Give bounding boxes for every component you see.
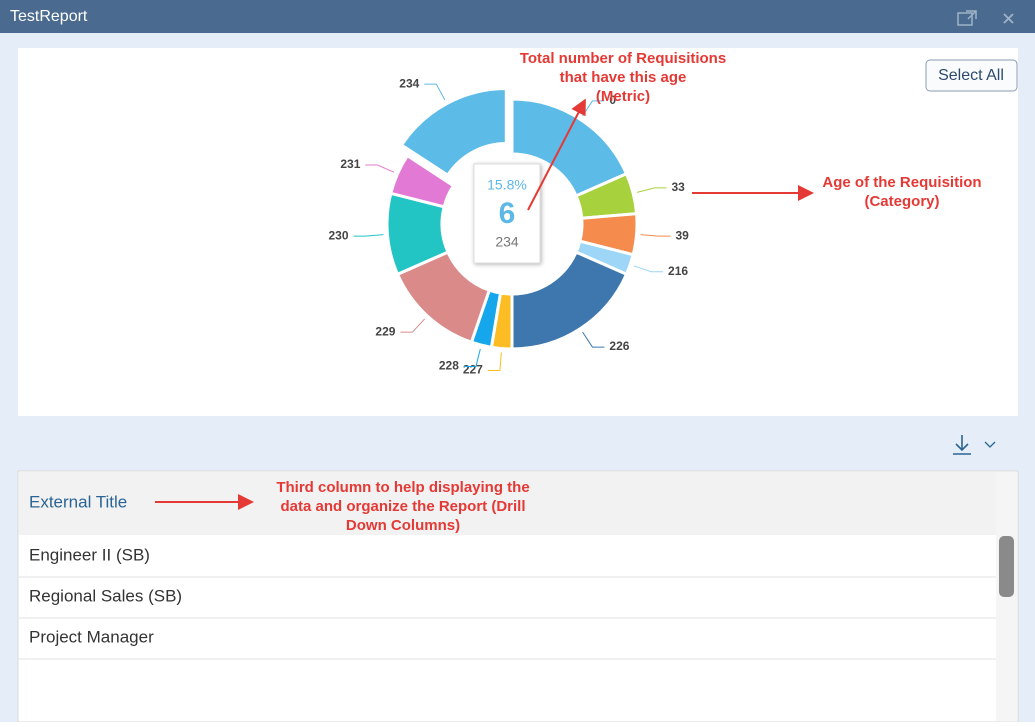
leader-line [365, 164, 395, 173]
row-cell: Project Manager [29, 627, 154, 646]
tooltip-percent: 15.8% [487, 177, 527, 193]
donut-slice [399, 86, 508, 178]
close-icon[interactable] [1003, 13, 1014, 24]
table-rows: Engineer II (SB) Regional Sales (SB) Proje… [19, 545, 996, 660]
scrollbar-thumb[interactable] [999, 536, 1014, 597]
row-cell: Regional Sales (SB) [29, 586, 182, 605]
slice-label: 0 [609, 93, 616, 107]
leader-line [424, 83, 446, 101]
annotation-line: data and organize the Report (Drill [280, 498, 525, 515]
leader-line [640, 234, 671, 237]
tooltip [473, 163, 541, 264]
slice-label: 226 [609, 339, 629, 353]
annotation-line: Total number of Requisitions [520, 50, 726, 67]
slice-label: 39 [675, 228, 689, 242]
annotation-category: Age of the Requisition (Category) [692, 174, 982, 210]
popout-icon[interactable] [957, 10, 977, 26]
annotation-line: that have this age [560, 69, 687, 86]
leader-line [633, 265, 664, 273]
leader-line [487, 352, 502, 371]
download-icon[interactable] [953, 435, 971, 455]
slice-label: 229 [375, 324, 395, 338]
leader-line [353, 234, 384, 237]
slice-label: 33 [672, 180, 686, 194]
tooltip-value: 6 [499, 197, 516, 230]
window-title: TestReport [10, 8, 88, 25]
donut-chart: 0 33 39 216 226 227 228 229 230 231 234 [328, 76, 689, 376]
donut-slice [389, 153, 456, 209]
title-bar [0, 0, 1035, 33]
slice-label: 231 [340, 157, 360, 171]
annotation-line: Down Columns) [346, 517, 460, 534]
column-header[interactable]: External Title [29, 492, 127, 511]
annotation-arrow [527, 98, 586, 211]
annotation-line: Third column to help displaying the [276, 479, 529, 496]
leader-line [400, 318, 425, 333]
slice-label: 230 [328, 228, 348, 242]
row-cell: Engineer II (SB) [29, 545, 150, 564]
table-header [19, 472, 996, 535]
annotation-line: Age of the Requisition [822, 174, 981, 191]
slice-label: 228 [439, 359, 459, 373]
slice-label: 216 [668, 264, 688, 278]
leader-line [636, 187, 667, 193]
tooltip-category: 234 [495, 234, 519, 250]
select-all-button[interactable] [925, 59, 1018, 92]
annotation-drilldown: Third column to help displaying the data… [155, 479, 530, 534]
slice-label: 234 [399, 76, 419, 90]
annotation-line: (Category) [864, 193, 939, 210]
annotation-line: (Metric) [596, 88, 650, 105]
leader-line [582, 331, 605, 348]
dropdown-chevron[interactable] [984, 441, 996, 448]
annotation-metric: Total number of Requisitions that have t… [520, 50, 726, 211]
select-all-label[interactable]: Select All [938, 67, 1004, 84]
leader-line [463, 348, 481, 368]
slice-label: 227 [463, 363, 483, 377]
